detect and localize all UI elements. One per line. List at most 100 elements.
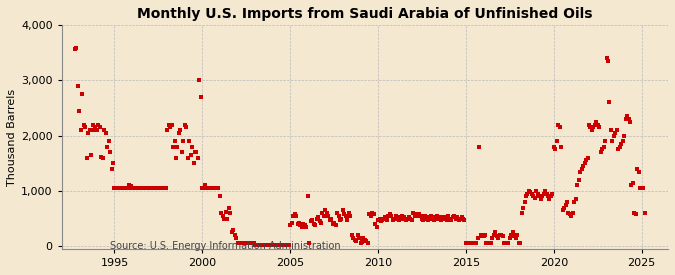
Point	[503, 241, 514, 246]
Point	[209, 186, 219, 190]
Point	[323, 214, 333, 218]
Point	[163, 122, 174, 127]
Point	[96, 154, 107, 159]
Point	[556, 144, 566, 149]
Point	[633, 169, 644, 174]
Point	[165, 125, 176, 130]
Point	[88, 128, 99, 132]
Point	[612, 128, 622, 132]
Point	[321, 211, 332, 215]
Point	[619, 133, 630, 138]
Point	[439, 215, 450, 220]
Point	[156, 186, 167, 190]
Point	[371, 225, 382, 229]
Point	[414, 212, 425, 216]
Point	[518, 205, 529, 210]
Point	[423, 218, 433, 222]
Point	[624, 120, 635, 124]
Point	[265, 242, 275, 247]
Point	[217, 214, 228, 218]
Point	[344, 211, 354, 215]
Point	[472, 236, 483, 240]
Point	[490, 230, 501, 235]
Point	[491, 234, 502, 238]
Point	[241, 241, 252, 246]
Point	[411, 212, 422, 216]
Point	[632, 167, 643, 171]
Point	[146, 186, 157, 190]
Y-axis label: Thousand Barrels: Thousand Barrels	[7, 88, 17, 186]
Point	[86, 153, 97, 157]
Point	[307, 218, 318, 222]
Point	[153, 186, 164, 190]
Point	[148, 186, 159, 190]
Point	[172, 144, 183, 149]
Point	[487, 236, 497, 240]
Point	[434, 215, 445, 220]
Point	[379, 216, 389, 221]
Point	[425, 214, 436, 218]
Point	[395, 215, 406, 220]
Point	[226, 230, 237, 235]
Point	[124, 183, 134, 188]
Point	[136, 186, 146, 190]
Point	[109, 186, 120, 190]
Point	[240, 241, 250, 246]
Point	[534, 194, 545, 199]
Point	[478, 234, 489, 238]
Point	[333, 214, 344, 218]
Point	[101, 131, 111, 135]
Point	[638, 186, 649, 190]
Point	[421, 216, 432, 221]
Point	[166, 122, 177, 127]
Point	[539, 189, 550, 193]
Point	[526, 191, 537, 196]
Point	[162, 128, 173, 132]
Point	[257, 242, 268, 247]
Point	[190, 150, 200, 154]
Point	[512, 233, 522, 237]
Point	[326, 216, 337, 221]
Point	[215, 194, 225, 199]
Point	[460, 241, 471, 246]
Point	[356, 240, 367, 244]
Point	[468, 241, 479, 246]
Point	[191, 150, 202, 154]
Point	[301, 225, 312, 229]
Point	[336, 216, 347, 221]
Point	[500, 241, 511, 246]
Point	[535, 197, 546, 201]
Point	[502, 241, 512, 246]
Point	[267, 242, 278, 247]
Point	[273, 242, 284, 247]
Point	[405, 216, 416, 221]
Point	[375, 219, 386, 224]
Point	[630, 212, 641, 216]
Point	[308, 222, 319, 226]
Point	[99, 128, 109, 132]
Point	[225, 211, 236, 215]
Point	[543, 194, 554, 199]
Point	[230, 233, 240, 237]
Point	[207, 186, 218, 190]
Point	[370, 222, 381, 226]
Point	[384, 212, 395, 216]
Point	[563, 211, 574, 215]
Point	[575, 169, 586, 174]
Point	[444, 216, 455, 221]
Point	[558, 208, 568, 213]
Point	[386, 214, 397, 218]
Point	[171, 155, 182, 160]
Point	[441, 218, 452, 222]
Point	[112, 186, 123, 190]
Point	[452, 215, 462, 220]
Point	[599, 139, 610, 143]
Point	[167, 144, 178, 149]
Point	[519, 200, 530, 204]
Point	[113, 186, 124, 190]
Point	[161, 186, 171, 190]
Point	[256, 242, 267, 247]
Point	[260, 242, 271, 247]
Point	[300, 223, 310, 227]
Point	[418, 218, 429, 222]
